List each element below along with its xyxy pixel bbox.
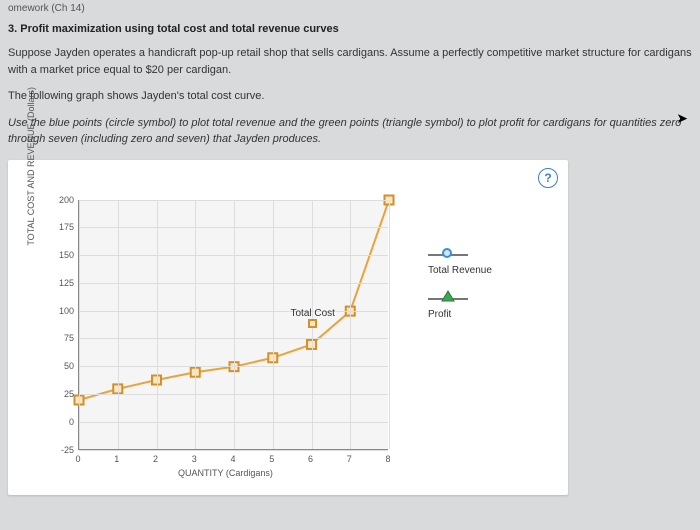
legend: Total Revenue Profit: [428, 250, 492, 338]
y-tick: 0: [56, 417, 74, 427]
circle-icon: [442, 248, 452, 258]
x-tick: 5: [269, 454, 274, 464]
legend-tr-label: Total Revenue: [428, 265, 492, 276]
plot-area[interactable]: [78, 200, 388, 450]
y-axis-label: TOTAL COST AND REVENUE (Dollars): [26, 86, 36, 245]
cursor-icon: ➤: [676, 110, 688, 127]
total-cost-annotation: Total Cost: [291, 308, 335, 331]
x-tick: 3: [192, 454, 197, 464]
y-tick: 100: [56, 306, 74, 316]
help-button[interactable]: ?: [538, 168, 558, 188]
breadcrumb: omework (Ch 14): [0, 0, 700, 17]
paragraph-2: The following graph shows Jayden's total…: [0, 88, 700, 115]
x-tick: 7: [347, 454, 352, 464]
legend-total-revenue[interactable]: Total Revenue: [428, 250, 492, 276]
x-tick: 8: [385, 454, 390, 464]
legend-tr-handle: [428, 254, 468, 256]
x-axis-label: QUANTITY (Cardigans): [178, 468, 273, 478]
x-tick: 0: [75, 454, 80, 464]
x-tick: 2: [153, 454, 158, 464]
chart-card: ? TOTAL COST AND REVENUE (Dollars) QUANT…: [8, 160, 568, 495]
y-tick: 125: [56, 278, 74, 288]
legend-profit[interactable]: Profit: [428, 294, 492, 320]
legend-profit-handle: [428, 298, 468, 300]
x-tick: 4: [230, 454, 235, 464]
y-tick: 150: [56, 250, 74, 260]
x-tick: 6: [308, 454, 313, 464]
y-tick: 75: [56, 333, 74, 343]
paragraph-1: Suppose Jayden operates a handicraft pop…: [0, 45, 700, 88]
total-cost-label: Total Cost: [291, 308, 335, 319]
triangle-icon: [441, 290, 455, 302]
y-tick: 175: [56, 222, 74, 232]
y-tick: 50: [56, 361, 74, 371]
y-tick: 25: [56, 389, 74, 399]
instruction-text: Use the blue points (circle symbol) to p…: [0, 115, 700, 160]
square-icon: [308, 319, 317, 328]
x-tick: 1: [114, 454, 119, 464]
legend-profit-label: Profit: [428, 309, 492, 320]
question-title: 3. Profit maximization using total cost …: [0, 17, 700, 45]
y-tick: -25: [56, 445, 74, 455]
y-tick: 200: [56, 195, 74, 205]
